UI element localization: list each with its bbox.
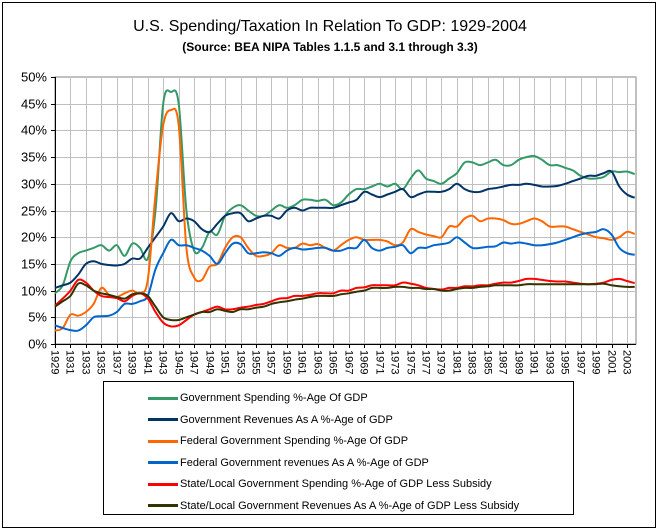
x-tick-label: 1959 (281, 350, 293, 374)
x-tick-label: 1983 (466, 350, 478, 374)
y-tick-label: 35% (21, 150, 47, 165)
gridlines (54, 76, 637, 345)
x-tick-label: 1997 (575, 350, 587, 374)
x-tick-label: 1985 (482, 350, 494, 374)
y-tick-label: 40% (21, 123, 47, 138)
legend-swatch (148, 396, 178, 400)
x-tick-label: 1979 (435, 350, 447, 374)
legend-label: Federal Government Spending %-Age Of GDP (180, 435, 409, 447)
chart-title: U.S. Spending/Taxation In Relation To GD… (133, 18, 527, 35)
series-line-3 (54, 107, 636, 332)
x-tick-label: 1991 (528, 350, 540, 374)
x-tick-label: 1953 (235, 350, 247, 374)
x-tick-label: 1945 (173, 350, 185, 374)
x-tick-label: 1951 (219, 350, 231, 374)
x-tick-label: 1961 (296, 350, 308, 374)
x-tick-label: 1981 (451, 350, 463, 374)
x-tick-label: 1995 (559, 350, 571, 374)
y-tick-label: 0% (28, 337, 47, 352)
x-tick-label: 1993 (544, 350, 556, 374)
series-line-6 (54, 282, 635, 322)
legend-swatch (148, 439, 178, 443)
x-tick-label: 1967 (343, 350, 355, 374)
y-tick-label: 10% (21, 284, 47, 299)
legend-label: State/Local Government Spending %-Age of… (180, 478, 492, 490)
legend-item: State/Local Government Revenues As A %-A… (148, 498, 519, 514)
x-tick-label: 1963 (312, 350, 324, 374)
plot-area (54, 76, 637, 345)
x-tick-label: 1941 (142, 350, 154, 374)
x-tick-label: 1975 (405, 350, 417, 374)
legend-swatch (148, 418, 178, 421)
y-axis-ticks: 0% 5% 10% 15% 20% 25% 30% 35% 40% 45% 50% (21, 70, 55, 352)
legend-item: Federal Government Spending %-Age Of GDP (148, 433, 408, 449)
x-tick-label: 2003 (621, 350, 633, 374)
x-tick-label: 1969 (358, 350, 370, 374)
x-tick-label: 1973 (389, 350, 401, 374)
legend: Government Spending %-Age Of GDP Governme… (103, 381, 574, 515)
y-tick-label: 45% (21, 97, 47, 112)
x-tick-label: 1989 (513, 350, 525, 374)
legend-item: Federal Government revenues As A %-Age o… (148, 455, 429, 471)
legend-swatch (148, 482, 178, 486)
y-tick-label: 15% (21, 257, 47, 272)
x-tick-label: 1929 (49, 350, 61, 374)
x-tick-label: 1939 (126, 350, 138, 374)
series-line-5 (54, 277, 635, 328)
x-tick-label: 1933 (80, 350, 92, 374)
x-axis-ticks: 1929 1931 1933 1935 1937 1939 1941 1943 1945 1947… (49, 344, 633, 374)
legend-label: Government Spending %-Age Of GDP (180, 392, 368, 404)
y-tick-label: 30% (21, 177, 47, 192)
legend-label: State/Local Government Revenues As A %-A… (180, 499, 520, 512)
x-tick-label: 1937 (111, 350, 123, 374)
chart-svg: 0% 5% 10% 15% 20% 25% 30% 35% 40% 45% 50% 1929 1931… (21, 70, 637, 374)
x-tick-label: 1987 (497, 350, 509, 374)
legend-item: Government Spending %-Age Of GDP (148, 390, 368, 406)
y-tick-label: 50% (21, 70, 47, 85)
legend-label: Government Revenues As A %-Age of GDP (180, 413, 393, 426)
x-tick-label: 1935 (95, 350, 107, 374)
x-tick-label: 1943 (157, 350, 169, 374)
series-lines (54, 89, 636, 332)
x-tick-label: 1999 (590, 350, 602, 374)
y-tick-label: 25% (21, 204, 47, 219)
legend-label: Federal Government revenues As A %-Age o… (180, 456, 429, 469)
x-tick-label: 1955 (250, 350, 262, 374)
y-tick-label: 5% (28, 310, 47, 325)
x-tick-label: 2001 (606, 350, 618, 374)
x-tick-label: 1971 (374, 350, 386, 374)
x-tick-label: 1965 (327, 350, 339, 374)
x-tick-label: 1931 (64, 350, 76, 374)
x-tick-label: 1957 (265, 350, 277, 374)
x-tick-label: 1947 (188, 350, 200, 374)
x-tick-label: 1977 (420, 350, 432, 374)
series-line-4 (54, 228, 635, 332)
x-tick-label: 1949 (204, 350, 216, 374)
legend-swatch (148, 461, 178, 464)
legend-swatch (148, 504, 178, 507)
legend-item: State/Local Government Spending %-Age of… (148, 476, 492, 492)
chart-subtitle: (Source: BEA NIPA Tables 1.1.5 and 3.1 t… (182, 40, 478, 54)
y-tick-label: 20% (21, 230, 47, 245)
legend-item: Government Revenues As A %-Age of GDP (148, 412, 393, 428)
axes (55, 77, 636, 345)
